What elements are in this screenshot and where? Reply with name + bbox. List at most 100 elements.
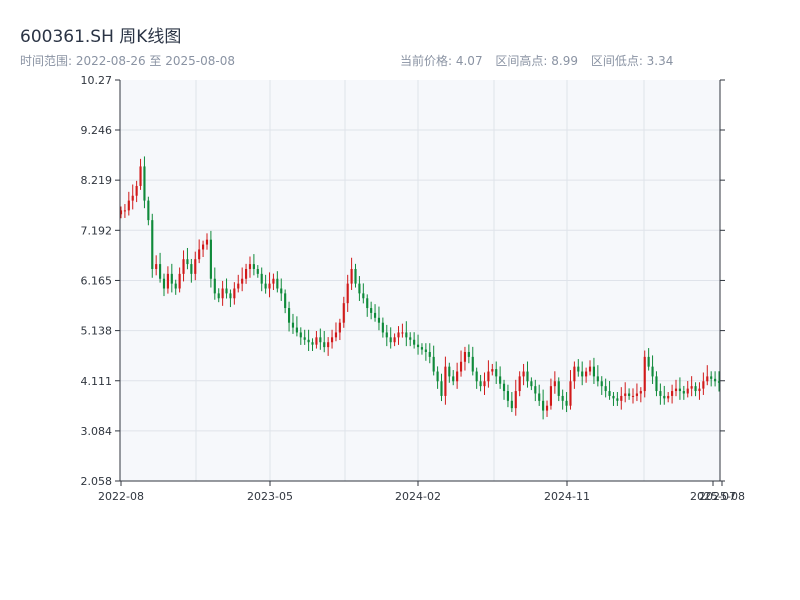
- candle-body: [690, 386, 693, 389]
- candle-body: [510, 400, 513, 409]
- candle-body: [604, 386, 607, 392]
- candle-body: [241, 278, 244, 284]
- candle-body: [452, 376, 455, 382]
- candle-body: [526, 371, 529, 382]
- candle-body: [522, 371, 525, 377]
- candle-body: [643, 356, 646, 392]
- y-tick-label: 3.084: [81, 425, 113, 438]
- candle-body: [244, 268, 248, 279]
- candle-body: [717, 381, 721, 383]
- candle-body: [186, 259, 189, 265]
- candle-body: [502, 383, 506, 392]
- candle-body: [710, 376, 713, 379]
- candle-body: [338, 322, 341, 333]
- candle-body: [393, 337, 396, 343]
- candle-body: [651, 366, 654, 377]
- price-stats: 当前价格: 4.07 区间高点: 8.99 区间低点: 3.34: [400, 52, 682, 69]
- candle-body: [119, 210, 123, 215]
- candle-body: [139, 166, 142, 186]
- candle-body: [655, 376, 658, 392]
- candle-body: [135, 185, 138, 196]
- x-tick-label: 2025-08: [699, 490, 745, 503]
- y-tick-label: 10.27: [81, 74, 113, 87]
- candle-body: [252, 264, 255, 269]
- candle-body: [295, 327, 298, 333]
- chart-title: 600361.SH 周K线图: [20, 27, 182, 47]
- candle-body: [287, 308, 291, 323]
- candle-body: [479, 381, 482, 387]
- candle-body: [714, 378, 717, 382]
- candle-body: [377, 317, 381, 323]
- candle-body: [440, 381, 443, 396]
- candle-body: [291, 322, 295, 328]
- candle-body: [702, 381, 705, 389]
- candle-body: [311, 342, 314, 345]
- candle-body: [635, 393, 638, 396]
- candle-body: [350, 268, 353, 284]
- candle-body: [330, 337, 334, 343]
- candle-body: [612, 395, 615, 399]
- candle-body: [686, 388, 689, 394]
- candle-body: [514, 391, 517, 409]
- candle-body: [585, 371, 588, 377]
- candle-body: [233, 288, 236, 299]
- candle-body: [151, 220, 154, 269]
- candle-body: [420, 347, 424, 350]
- candle-body: [174, 283, 177, 289]
- candle-body: [401, 332, 404, 334]
- candle-body: [389, 337, 392, 343]
- candle-body: [143, 166, 146, 201]
- candle-body: [409, 337, 412, 340]
- candle-body: [506, 391, 510, 401]
- candle-body: [671, 391, 674, 396]
- x-tick-label: 2024-02: [395, 490, 441, 503]
- candle-body: [569, 381, 572, 406]
- candle-body: [581, 371, 584, 377]
- candle-body: [663, 395, 666, 399]
- candle-body: [413, 339, 416, 345]
- y-tick-label: 8.219: [81, 174, 113, 187]
- candle-body: [147, 200, 150, 221]
- candle-body: [405, 332, 408, 338]
- candle-body: [706, 376, 709, 382]
- candle-body: [553, 381, 556, 387]
- candle-body: [561, 395, 564, 401]
- candle-body: [588, 366, 592, 372]
- candle-body: [268, 283, 271, 289]
- candle-body: [432, 356, 435, 372]
- candle-body: [463, 351, 467, 362]
- candle-body: [319, 337, 322, 343]
- candle-body: [596, 376, 599, 382]
- candle-body: [209, 239, 212, 279]
- candle-body: [471, 356, 474, 372]
- candle-body: [647, 356, 650, 367]
- candle-body: [456, 371, 459, 382]
- candle-body: [459, 361, 463, 372]
- candle-body: [256, 268, 259, 274]
- candle-body: [182, 259, 185, 274]
- candle-body: [131, 195, 134, 201]
- candle-body: [354, 268, 357, 284]
- candle-body: [366, 298, 369, 309]
- candle-body: [475, 371, 478, 382]
- candle-body: [166, 273, 169, 289]
- date-range-label: 时间范围: 2022-08-26 至 2025-08-08: [20, 54, 235, 68]
- candle-body: [436, 371, 439, 382]
- candle-body: [123, 210, 126, 212]
- candle-body: [381, 322, 384, 333]
- candle-body: [229, 293, 232, 299]
- candle-body: [678, 388, 681, 392]
- y-tick-label: 6.165: [81, 274, 113, 287]
- candle-body: [600, 381, 603, 387]
- candle-body: [397, 332, 400, 338]
- candle-body: [362, 293, 365, 299]
- candle-body: [198, 249, 201, 260]
- x-tick-label: 2024-11: [544, 490, 590, 503]
- candle-body: [280, 288, 283, 294]
- candle-body: [577, 366, 580, 372]
- candle-body: [202, 244, 205, 250]
- candle-body: [624, 393, 627, 396]
- candle-body: [530, 381, 533, 387]
- candle-body: [467, 351, 470, 357]
